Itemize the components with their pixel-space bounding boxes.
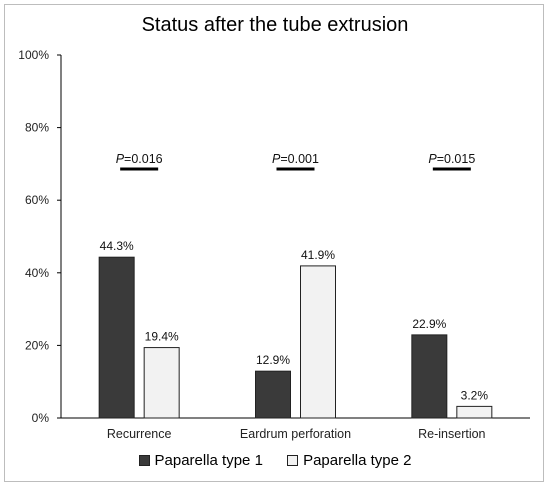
p-value-annotations: P=0.016 P=0.001 P=0.015 <box>116 152 475 171</box>
x-tick-label: Eardrum perforation <box>240 427 351 441</box>
data-label: 44.3% <box>100 239 134 253</box>
p-symbol: P <box>272 152 281 166</box>
y-tick-label: 80% <box>25 121 49 135</box>
legend-label-type-1: Paparella type 1 <box>154 452 263 469</box>
legend: Paparella type 1 Paparella type 2 <box>0 452 550 470</box>
data-label: 19.4% <box>145 330 179 344</box>
p-value-label: P=0.016 <box>116 152 163 166</box>
legend-swatch-type-2 <box>287 455 299 466</box>
bar <box>98 256 135 419</box>
category-labels: Recurrence Eardrum perforation Re-insertio… <box>107 427 486 441</box>
y-axis: 0% 20% 40% 60% 80% 100% <box>18 48 530 425</box>
p-symbol: P <box>116 152 125 166</box>
bar <box>143 347 180 419</box>
bar <box>411 334 448 419</box>
p-value-label: P=0.001 <box>272 152 319 166</box>
bar <box>300 265 336 419</box>
y-tick-label: 60% <box>25 193 49 207</box>
y-tick-label: 0% <box>32 411 50 425</box>
p-value-number: =0.016 <box>124 152 163 166</box>
data-label: 12.9% <box>256 353 290 367</box>
x-tick-label: Re-insertion <box>418 427 485 441</box>
data-label: 41.9% <box>301 248 335 262</box>
data-label: 3.2% <box>461 388 489 402</box>
chart-title: Status after the tube extrusion <box>141 14 409 36</box>
data-label: 22.9% <box>412 317 446 331</box>
p-symbol: P <box>428 152 437 166</box>
p-value-label: P=0.015 <box>428 152 475 166</box>
bar <box>456 405 493 419</box>
legend-label-type-2: Paparella type 2 <box>303 452 412 469</box>
bars <box>98 256 493 419</box>
bar <box>255 370 291 419</box>
legend-swatch-type-1 <box>138 455 150 466</box>
y-tick-label: 20% <box>25 338 49 352</box>
data-labels: 44.3% 19.4% 12.9% 41.9% 22.9% 3.2% <box>100 239 489 402</box>
y-tick-label: 40% <box>25 266 49 280</box>
x-tick-label: Recurrence <box>107 427 172 441</box>
legend-item-type-1: Paparella type 1 <box>138 452 263 469</box>
p-value-number: =0.015 <box>437 152 476 166</box>
legend-item-type-2: Paparella type 2 <box>287 452 411 469</box>
p-value-number: =0.001 <box>280 152 319 166</box>
y-tick-label: 100% <box>18 48 49 62</box>
